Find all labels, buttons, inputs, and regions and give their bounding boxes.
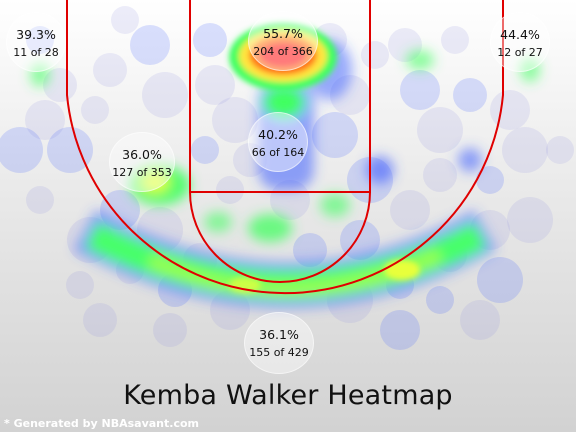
density-bubble xyxy=(453,78,487,112)
zone-pct: 55.7% xyxy=(263,26,303,41)
density-bubble xyxy=(93,53,127,87)
zone-attempts: 155 of 429 xyxy=(249,346,309,359)
right-mid-cool xyxy=(366,156,394,184)
density-bubble xyxy=(216,176,244,204)
density-bubble xyxy=(142,72,188,118)
zone-right-corner-3: 44.4% 12 of 27 xyxy=(490,12,550,72)
zone-attempts: 12 of 27 xyxy=(497,46,543,59)
density-bubble xyxy=(191,136,219,164)
zone-attempts: 127 of 353 xyxy=(112,166,172,179)
density-bubble xyxy=(195,65,235,105)
right-baseline-green xyxy=(406,50,434,70)
credit-text: * Generated by NBAsavant.com xyxy=(4,417,199,430)
density-bubble xyxy=(477,257,523,303)
density-bubble xyxy=(43,68,77,102)
lane-box xyxy=(189,0,371,193)
zone-left-mid-range: 36.0% 127 of 353 xyxy=(109,132,175,192)
zone-pct: 39.3% xyxy=(16,27,56,42)
zone-restricted-area: 55.7% 204 of 366 xyxy=(248,11,318,71)
density-bubble xyxy=(83,303,117,337)
arc-yellow-center xyxy=(229,277,261,293)
density-bubble xyxy=(546,136,574,164)
free-throw-arc xyxy=(189,191,371,283)
right-wing-cool xyxy=(458,148,482,172)
density-bubble xyxy=(476,166,504,194)
court-lines xyxy=(66,0,504,295)
zone-attempts: 11 of 28 xyxy=(13,46,59,59)
zone-pct: 40.2% xyxy=(258,127,298,142)
density-bubble xyxy=(400,70,440,110)
density-bubble xyxy=(441,26,469,54)
zone-attempts: 66 of 164 xyxy=(251,146,305,159)
zone-pct: 44.4% xyxy=(500,27,540,42)
zone-pct: 36.1% xyxy=(259,327,299,342)
density-bubble xyxy=(490,90,530,130)
density-bubble xyxy=(212,97,258,143)
density-bubble xyxy=(507,197,553,243)
density-bubble xyxy=(193,23,227,57)
zone-paint: 40.2% 66 of 164 xyxy=(248,112,308,172)
density-bubble xyxy=(361,41,389,69)
density-bubble xyxy=(423,158,457,192)
density-bubble xyxy=(293,233,327,267)
chart-title: Kemba Walker Heatmap xyxy=(123,380,453,411)
density-bubble xyxy=(111,6,139,34)
density-bubble xyxy=(66,271,94,299)
density-bubble xyxy=(502,127,548,173)
density-bubble xyxy=(417,107,463,153)
zone-attempts: 204 of 366 xyxy=(253,45,313,58)
zone-above-break-3: 36.1% 155 of 429 xyxy=(244,312,314,374)
paint-green xyxy=(264,86,304,118)
density-bubble xyxy=(25,100,65,140)
three-point-line xyxy=(66,0,504,295)
right-short-green xyxy=(320,193,350,217)
density-bubble xyxy=(380,310,420,350)
density-bubble xyxy=(426,286,454,314)
zone-pct: 36.0% xyxy=(122,147,162,162)
zone-left-corner-3: 39.3% 11 of 28 xyxy=(6,12,66,72)
left-elbow-green xyxy=(204,212,232,232)
density-bubble xyxy=(312,112,358,158)
density-bubble xyxy=(26,186,54,214)
density-bubble xyxy=(460,300,500,340)
density-bubble xyxy=(130,25,170,65)
density-bubble xyxy=(47,127,93,173)
density-bubble xyxy=(81,96,109,124)
density-bubble xyxy=(0,127,43,173)
arc-yellow-right xyxy=(384,260,420,280)
density-bubble xyxy=(390,190,430,230)
density-bubble xyxy=(153,313,187,347)
right-elbow-green xyxy=(248,214,292,242)
